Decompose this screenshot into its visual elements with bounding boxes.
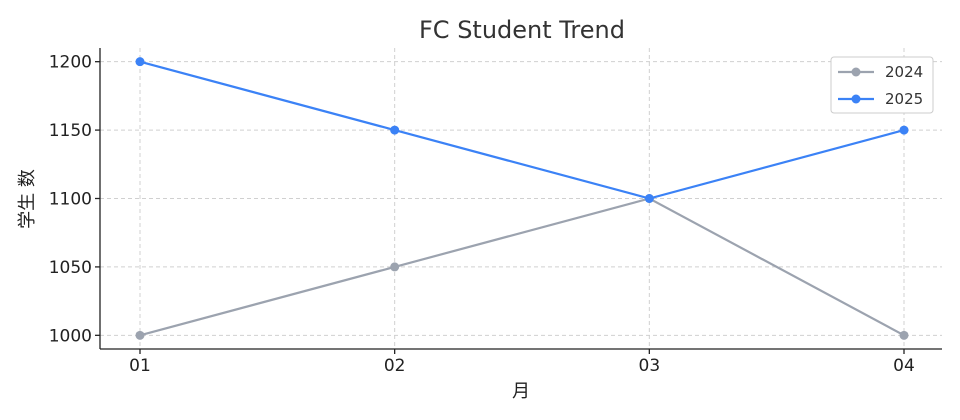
x-tick-label-3: 04 (893, 356, 915, 376)
y-tick-label-4: 1200 (49, 53, 92, 73)
series-line-2025 (139, 60, 905, 200)
y-tick-labels: 1000 1050 1100 1150 1200 (49, 53, 92, 347)
legend-label-2024: 2024 (885, 63, 923, 81)
y-tick-label-0: 1000 (49, 326, 92, 346)
chart-title: FC Student Trend (419, 16, 625, 44)
y-tick-label-3: 1150 (49, 121, 92, 141)
y-tick-label-1: 1050 (49, 258, 92, 278)
series-line-2024 (139, 197, 905, 337)
x-tick-label-1: 02 (384, 356, 406, 376)
series (135, 57, 909, 340)
legend: 2024 2025 (830, 56, 934, 114)
point-2025-03 (644, 194, 654, 203)
x-axis-label: 月 (512, 381, 530, 402)
axes (95, 48, 942, 354)
point-2025-02 (390, 125, 400, 135)
point-2024-04 (899, 330, 909, 340)
point-2025-04 (899, 125, 909, 135)
y-tick-label-2: 1100 (49, 190, 92, 210)
legend-marker-2025 (851, 94, 861, 104)
point-2024-02 (390, 262, 400, 272)
x-tick-labels: 01 02 03 04 (129, 356, 915, 376)
legend-label-2025: 2025 (885, 90, 923, 108)
x-tick-label-0: 01 (129, 356, 151, 376)
grid (100, 48, 942, 349)
legend-marker-2024 (851, 67, 861, 77)
point-2024-01 (135, 330, 145, 340)
x-tick-label-2: 03 (639, 356, 661, 376)
y-axis-label: 学生 数 (17, 169, 38, 229)
point-2025-01 (135, 57, 145, 67)
